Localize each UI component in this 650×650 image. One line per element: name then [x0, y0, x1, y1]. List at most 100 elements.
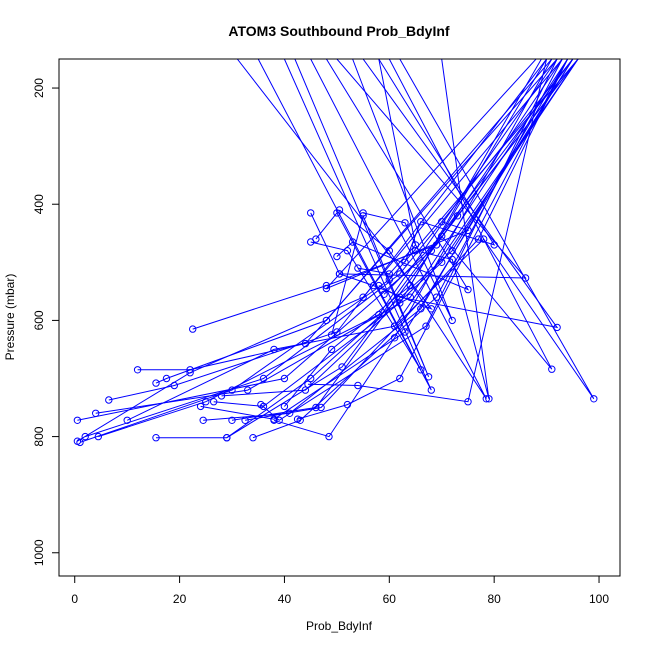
series-line-29	[294, 59, 430, 377]
data-point	[307, 209, 315, 217]
data-point	[81, 432, 89, 441]
data-point	[162, 374, 171, 383]
series-line-22	[273, 59, 553, 438]
data-point	[335, 206, 344, 214]
data-point	[257, 400, 265, 409]
series-line-38	[378, 59, 496, 263]
y-tick-label: 1000	[32, 539, 46, 566]
data-point	[464, 398, 472, 406]
data-point	[448, 255, 456, 264]
plot-frame	[58, 58, 621, 577]
y-axis-label: Pressure (mbar)	[3, 274, 17, 361]
data-point	[438, 258, 446, 266]
data-point	[301, 339, 310, 348]
data-point	[424, 373, 433, 381]
data-point	[94, 432, 103, 441]
data-point	[380, 290, 388, 298]
x-tick-label: 80	[487, 592, 501, 606]
series-line-34	[352, 59, 453, 321]
data-point	[390, 322, 399, 330]
data-point	[312, 235, 320, 243]
series-line-40	[326, 59, 537, 289]
x-tick-label: 0	[71, 592, 78, 606]
x-axis-label: Prob_BdyInf	[306, 619, 373, 633]
data-point	[448, 316, 456, 325]
data-point	[438, 218, 446, 226]
data-point	[427, 305, 435, 313]
x-tick-label: 60	[383, 592, 397, 606]
data-point	[369, 281, 378, 290]
data-point	[202, 398, 210, 406]
data-point	[480, 235, 488, 243]
plot-area	[73, 59, 598, 447]
series-line-33	[357, 59, 417, 275]
data-point	[73, 416, 82, 424]
series-line-24	[297, 59, 569, 420]
series-line-6	[95, 59, 569, 414]
series-line-36	[383, 59, 553, 370]
data-point	[417, 218, 425, 226]
data-point	[327, 345, 336, 354]
y-tick-label: 600	[32, 310, 46, 330]
data-point	[241, 416, 249, 424]
series-line-3	[85, 59, 574, 438]
data-point	[548, 365, 556, 373]
data-point	[189, 325, 197, 333]
data-point	[354, 381, 362, 390]
series-line-9	[137, 59, 558, 371]
data-point	[521, 274, 530, 282]
data-point	[396, 293, 404, 301]
data-point	[348, 238, 357, 246]
y-axis: 200 400 600 800 1000	[32, 78, 60, 566]
data-point	[354, 264, 362, 272]
x-tick-label: 20	[173, 592, 187, 606]
series-line-30	[310, 59, 487, 400]
series-line-11	[156, 59, 574, 439]
chart-title: ATOM3 Southbound Prob_BdyInf	[228, 23, 449, 39]
data-point	[217, 392, 226, 400]
data-point	[322, 316, 331, 325]
data-point	[343, 247, 352, 255]
series-line-17	[226, 59, 574, 439]
x-tick-label: 40	[278, 592, 292, 606]
data-point	[390, 334, 399, 342]
data-point	[317, 403, 325, 412]
data-point	[223, 434, 231, 442]
data-point	[270, 345, 278, 354]
data-point	[464, 226, 472, 235]
series-line-21	[260, 59, 558, 421]
data-point	[259, 374, 268, 383]
data-point	[359, 293, 367, 301]
data-point	[375, 281, 383, 290]
data-point	[105, 396, 113, 404]
data-point	[152, 379, 160, 387]
data-point	[244, 386, 252, 394]
series-line-37	[394, 59, 595, 400]
y-tick-label: 200	[32, 78, 46, 98]
data-point	[325, 432, 333, 441]
data-point	[249, 434, 257, 442]
y-tick-label: 400	[32, 194, 46, 214]
series-line-10	[155, 59, 553, 384]
series-line-26	[310, 59, 527, 279]
data-point	[170, 381, 179, 390]
series-line-19	[245, 59, 569, 421]
y-tick-label: 800	[32, 426, 46, 446]
data-point	[448, 247, 456, 255]
data-point	[275, 416, 283, 424]
data-point	[322, 284, 331, 293]
data-point	[427, 386, 435, 394]
data-point	[327, 331, 336, 339]
data-point	[304, 380, 312, 388]
data-point	[359, 209, 367, 217]
data-point	[152, 434, 160, 442]
data-point	[396, 374, 404, 383]
data-point	[335, 270, 344, 278]
data-point	[270, 416, 278, 424]
series-line-20	[252, 59, 563, 439]
series-line-25	[307, 59, 548, 403]
data-point	[92, 409, 100, 417]
data-point	[453, 212, 462, 220]
data-point	[401, 219, 409, 227]
